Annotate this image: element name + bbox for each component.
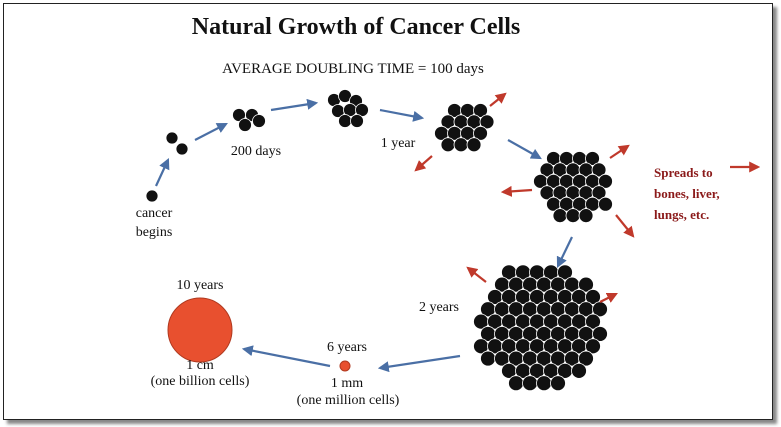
label-1-cm: 1 cm [186,358,214,373]
spread-arrow [599,293,618,303]
cell-stage-1-year [453,137,469,153]
growth-arrow [194,122,228,141]
growth-arrow [270,98,319,112]
spread-arrow [466,266,487,283]
label-1-year: 1 year [380,136,416,151]
cell-stage-6 [552,208,568,224]
cell-stage-2-years [550,375,566,392]
label-1-mm: 1 mm [330,376,364,391]
cell-stage-2 [165,131,179,145]
cell-stage-2-years [571,362,587,379]
tumor-1mm [339,360,351,372]
cell-stage-6 [591,185,607,201]
cell-stage-2-years [536,375,552,392]
cell-stage-6 [578,208,594,224]
cell-stage-2-years [522,375,538,392]
label-6-years: 6 years [326,340,368,355]
cell-stage-2-years [585,338,601,355]
cell-stage-6 [565,208,581,224]
spread-arrow [500,185,533,197]
cell-stage-6 [591,162,607,178]
label-200-days: 200 days [230,144,282,159]
growth-arrow [377,354,461,373]
diagram-frame [3,3,773,420]
cell-stage-2-years [585,313,601,330]
label-2-years: 2 years [418,300,460,315]
cell-stage-1-year [479,114,495,130]
spread-arrow [609,144,630,159]
spread-arrow [489,92,507,107]
cell-stage-1-year [473,125,488,141]
growth-arrow [379,108,425,122]
tumor-1cm [167,297,233,363]
cell-stage-6 [598,196,613,212]
spread-arrow [615,214,635,238]
growth-arrow [507,139,542,160]
cell-stage-1-year [466,137,482,153]
cell-stage-6 [598,173,613,189]
cell-stage-3 [252,114,266,128]
cell-stage-1 [145,189,159,203]
cell-stage-6 [585,151,600,166]
label-begins: begins [135,225,173,240]
cell-stage-4 [350,114,364,128]
cell-stage-2-years [578,350,594,367]
spreads-label: Spreads to bones, liver, lungs, etc. [654,165,720,222]
cell-stage-4 [338,114,352,128]
label-cancer: cancer [135,206,173,221]
label-10-years: 10 years [176,278,224,293]
doubling-time-subtitle: AVERAGE DOUBLING TIME = 100 days [222,61,484,77]
growth-arrow [155,158,170,187]
page-title: Natural Growth of Cancer Cells [191,14,521,40]
cell-stage-2-years [508,375,524,392]
cell-stage-1-year [473,103,488,118]
growth-arrow [556,236,573,268]
cell-stage-3 [238,118,252,132]
growth-arrow [241,345,331,368]
cell-stage-2-years [585,289,601,305]
cell-stage-2-years [480,350,496,367]
label-one-million-cells: (one million cells) [296,393,400,408]
cell-stage-2 [175,142,189,156]
cell-stage-2-years [592,326,608,342]
cell-stage-2-years [578,276,594,293]
label-one-billion-cells: (one billion cells) [150,374,250,389]
cell-stage-1-year [440,137,456,153]
spread-arrow [414,155,433,172]
